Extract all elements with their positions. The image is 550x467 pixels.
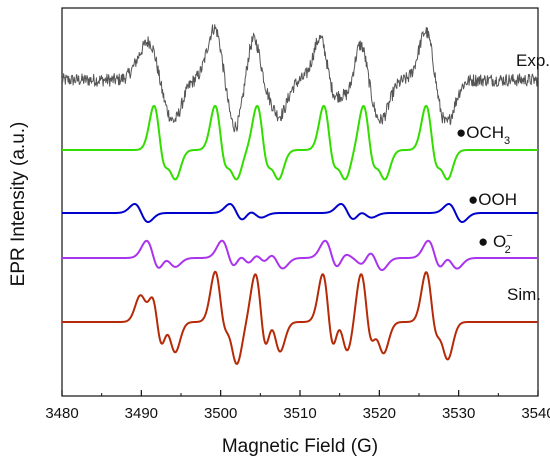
- x-tick-label-3490: 3490: [125, 405, 158, 422]
- trace-labels: Exp. ●OCH3 ●OOH ● O− 2 Sim.: [456, 51, 550, 304]
- label-ooh: ●OOH: [468, 190, 517, 209]
- trace-layer: [61, 24, 539, 365]
- x-tick-label-3520: 3520: [363, 405, 396, 422]
- y-axis-title: EPR Intensity (a.u.): [8, 122, 29, 287]
- x-tick-label-3540: 3540: [521, 405, 550, 422]
- x-tick-label-3530: 3530: [442, 405, 475, 422]
- label-exp: Exp.: [516, 51, 550, 70]
- label-o2: ● O− 2: [478, 230, 513, 256]
- trace-o2: [61, 239, 539, 272]
- x-tick-label-3480: 3480: [45, 405, 78, 422]
- trace-sim: [61, 270, 539, 365]
- x-axis-title: Magnetic Field (G): [222, 436, 378, 457]
- x-axis: 3480 3490 3500 3510 3520 3530 3540: [45, 390, 550, 422]
- trace-ooh: [61, 202, 539, 223]
- label-sim: Sim.: [507, 285, 541, 304]
- label-och3: ●OCH3: [456, 123, 510, 147]
- x-tick-label-3500: 3500: [204, 405, 237, 422]
- trace-exp: [61, 24, 539, 133]
- x-tick-label-3510: 3510: [283, 405, 316, 422]
- trace-och3: [61, 104, 539, 181]
